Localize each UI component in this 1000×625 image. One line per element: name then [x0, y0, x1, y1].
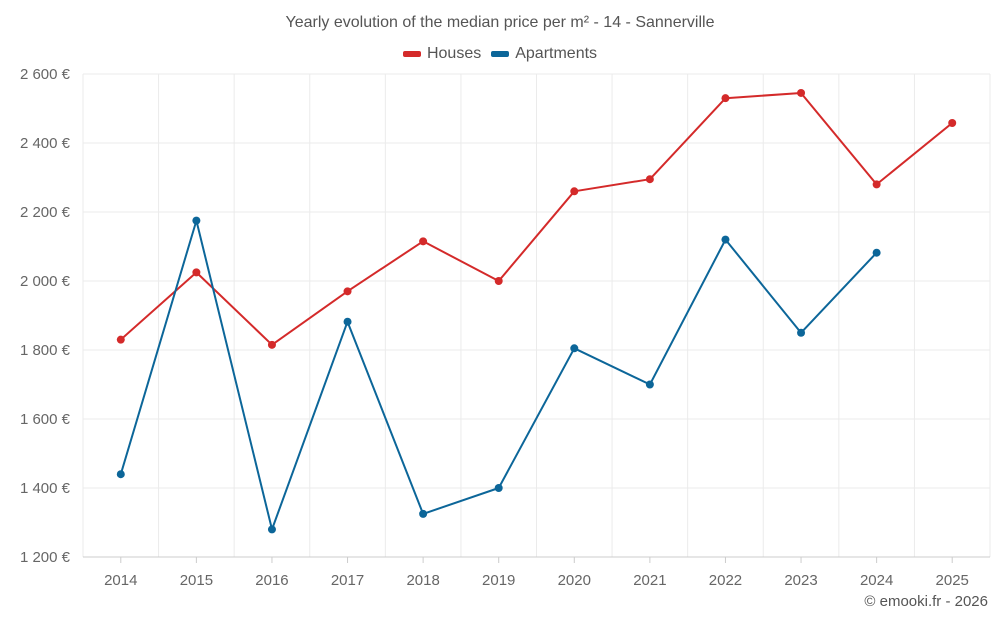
data-point-apartments[interactable] [570, 344, 579, 353]
x-tick-label: 2024 [860, 572, 893, 589]
x-tick-label: 2025 [936, 572, 969, 589]
data-point-houses[interactable] [645, 175, 654, 184]
x-tick-label: 2019 [482, 572, 515, 589]
data-point-houses[interactable] [192, 268, 201, 277]
data-point-apartments[interactable] [343, 317, 352, 326]
data-point-apartments[interactable] [645, 380, 654, 389]
x-tick-label: 2016 [255, 572, 288, 589]
data-point-apartments[interactable] [872, 248, 881, 257]
legend-swatch-houses [402, 51, 421, 57]
data-point-houses[interactable] [419, 237, 428, 246]
legend-label-apartments: Apartments [515, 45, 598, 62]
data-point-houses[interactable] [267, 340, 276, 349]
data-point-houses[interactable] [116, 335, 125, 344]
x-tick-label: 2022 [709, 572, 742, 589]
data-point-apartments[interactable] [116, 470, 125, 479]
data-point-apartments[interactable] [267, 525, 276, 534]
x-tick-label: 2018 [406, 572, 439, 589]
x-tick-label: 2021 [633, 572, 666, 589]
y-tick-label: 1 400 € [20, 480, 71, 497]
chart-title: Yearly evolution of the median price per… [285, 14, 715, 31]
y-tick-label: 1 200 € [20, 549, 71, 566]
data-point-houses[interactable] [494, 277, 503, 285]
y-tick-label: 2 000 € [20, 273, 71, 290]
y-tick-label: 2 200 € [20, 204, 71, 221]
x-tick-label: 2017 [331, 572, 364, 589]
data-point-apartments[interactable] [494, 484, 503, 492]
y-tick-label: 2 400 € [20, 135, 71, 152]
legend-item-apartments[interactable]: Apartments [491, 45, 597, 63]
data-point-apartments[interactable] [797, 328, 806, 337]
x-tick-label: 2015 [180, 572, 213, 589]
legend: Houses Apartments [0, 45, 1000, 63]
legend-label-houses: Houses [426, 45, 482, 62]
x-tick-label: 2023 [784, 572, 817, 589]
y-tick-label: 2 600 € [20, 66, 71, 83]
data-point-apartments[interactable] [419, 509, 428, 518]
series-line-houses [120, 92, 953, 346]
data-point-apartments[interactable] [721, 235, 730, 244]
y-tick-label: 1 600 € [20, 411, 71, 428]
data-point-houses[interactable] [343, 287, 352, 296]
data-point-houses[interactable] [721, 94, 730, 103]
data-point-houses[interactable] [570, 187, 579, 196]
data-point-apartments[interactable] [192, 216, 201, 225]
data-point-houses[interactable] [797, 88, 806, 97]
legend-swatch-apartments [491, 51, 510, 57]
y-tick-label: 1 800 € [20, 342, 71, 359]
x-tick-label: 2020 [558, 572, 591, 589]
legend-item-houses[interactable]: Houses [402, 45, 482, 63]
data-point-houses[interactable] [948, 118, 957, 127]
credit-text: © emooki.fr - 2026 [864, 593, 988, 610]
x-tick-label: 2014 [104, 572, 137, 589]
data-point-houses[interactable] [872, 180, 881, 189]
